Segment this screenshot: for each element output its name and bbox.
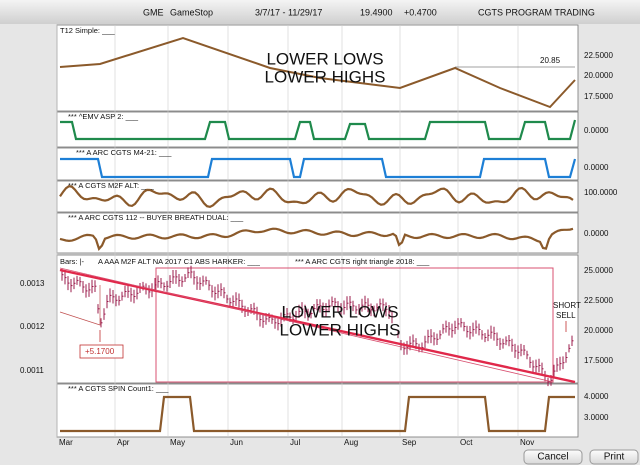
header-bar — [0, 0, 640, 24]
y-tick-label: 3.0000 — [584, 413, 609, 422]
panel-label: *** A CGTS SPIN Count1: ___ — [68, 384, 169, 393]
y-tick-label: 17.5000 — [584, 92, 613, 101]
y-tick-label: 0.0011 — [20, 366, 44, 375]
annotation: LOWER HIGHS — [265, 67, 386, 86]
emv-line — [60, 119, 577, 141]
y-tick-label: 22.5000 — [584, 296, 613, 305]
marker-line — [59, 285, 101, 326]
label-box — [79, 344, 124, 359]
panel — [56, 180, 579, 213]
annotation: LOWER LOWS — [281, 302, 398, 321]
y-tick-label: 20.0000 — [584, 71, 613, 80]
panel-label: A AAA M2F ALT NA 2017 C1 ABS HARKER: ___ — [98, 257, 261, 266]
panel — [56, 24, 579, 112]
level-label: 20.85 — [540, 56, 561, 65]
y-tick-label: 0.0013 — [20, 279, 45, 288]
x-tick-label: Oct — [460, 438, 473, 447]
annotation: LOWER HIGHS — [280, 320, 401, 339]
panel — [56, 383, 579, 438]
spin-line — [60, 395, 575, 433]
y-tick-label: 100.0000 — [584, 188, 618, 197]
cancel-button[interactable] — [523, 449, 583, 465]
x-tick-label: Sep — [402, 438, 417, 447]
x-tick-label: Jul — [290, 438, 300, 447]
m2f-line — [59, 185, 574, 208]
x-tick-label: Nov — [520, 438, 534, 447]
panel-label: *** A CGTS M2F ALT: ___ — [68, 181, 155, 190]
panel-label: T12 Simple: ___ — [60, 26, 115, 35]
y-tick-label: 0.0000 — [584, 163, 609, 172]
x-tick-label: Mar — [59, 438, 73, 447]
y-tick-label: 0.0000 — [584, 126, 609, 135]
annotation: SHORT — [553, 301, 581, 310]
buyer-breath-line — [59, 227, 574, 251]
panel — [56, 147, 579, 181]
panel-label: *** A ARC CGTS right triangle 2018: ___ — [295, 257, 430, 266]
y-tick-label: 20.0000 — [584, 326, 613, 335]
trend-line — [59, 268, 576, 384]
panel-label: Bars: |- — [60, 257, 85, 266]
x-tick-label: Jun — [230, 438, 243, 447]
y-tick-label: 0.0000 — [584, 229, 609, 238]
y-tick-label: 4.0000 — [584, 392, 609, 401]
y-tick-label: 0.0012 — [20, 322, 45, 331]
change: +0.4700 — [404, 7, 437, 17]
x-tick-label: Apr — [117, 438, 130, 447]
y-tick-label: 22.5000 — [584, 51, 613, 60]
triangle-box — [155, 267, 554, 383]
x-tick-label: Aug — [344, 438, 358, 447]
annotation: SELL — [556, 311, 576, 320]
date-range: 3/7/17 - 11/29/17 — [255, 7, 322, 17]
company: GameStop — [170, 7, 213, 17]
panel-label: *** A ARC CGTS M4-21: ___ — [76, 148, 172, 157]
price: 19.4900 — [360, 7, 393, 17]
x-tick-label: May — [170, 438, 185, 447]
panel-label: *** ^EMV ASP 2: ___ — [68, 112, 139, 121]
button-label[interactable]: Print — [604, 452, 625, 463]
button-label[interactable]: Cancel — [537, 452, 568, 463]
symbol: GME — [143, 7, 164, 17]
annotation: +5.1700 — [85, 347, 115, 356]
study-name: CGTS PROGRAM TRADING — [478, 7, 595, 17]
panel-label: *** A ARC CGTS 112 -- BUYER BREATH DUAL:… — [68, 213, 244, 222]
panel — [56, 254, 579, 384]
month-grid — [56, 25, 519, 437]
m421-line — [60, 157, 577, 179]
y-tick-label: 25.0000 — [584, 266, 613, 275]
y-tick-label: 17.5000 — [584, 356, 613, 365]
t12-line — [59, 36, 576, 109]
trend-line-thin — [59, 267, 554, 383]
annotation: LOWER LOWS — [266, 49, 383, 68]
print-button[interactable] — [589, 449, 639, 465]
